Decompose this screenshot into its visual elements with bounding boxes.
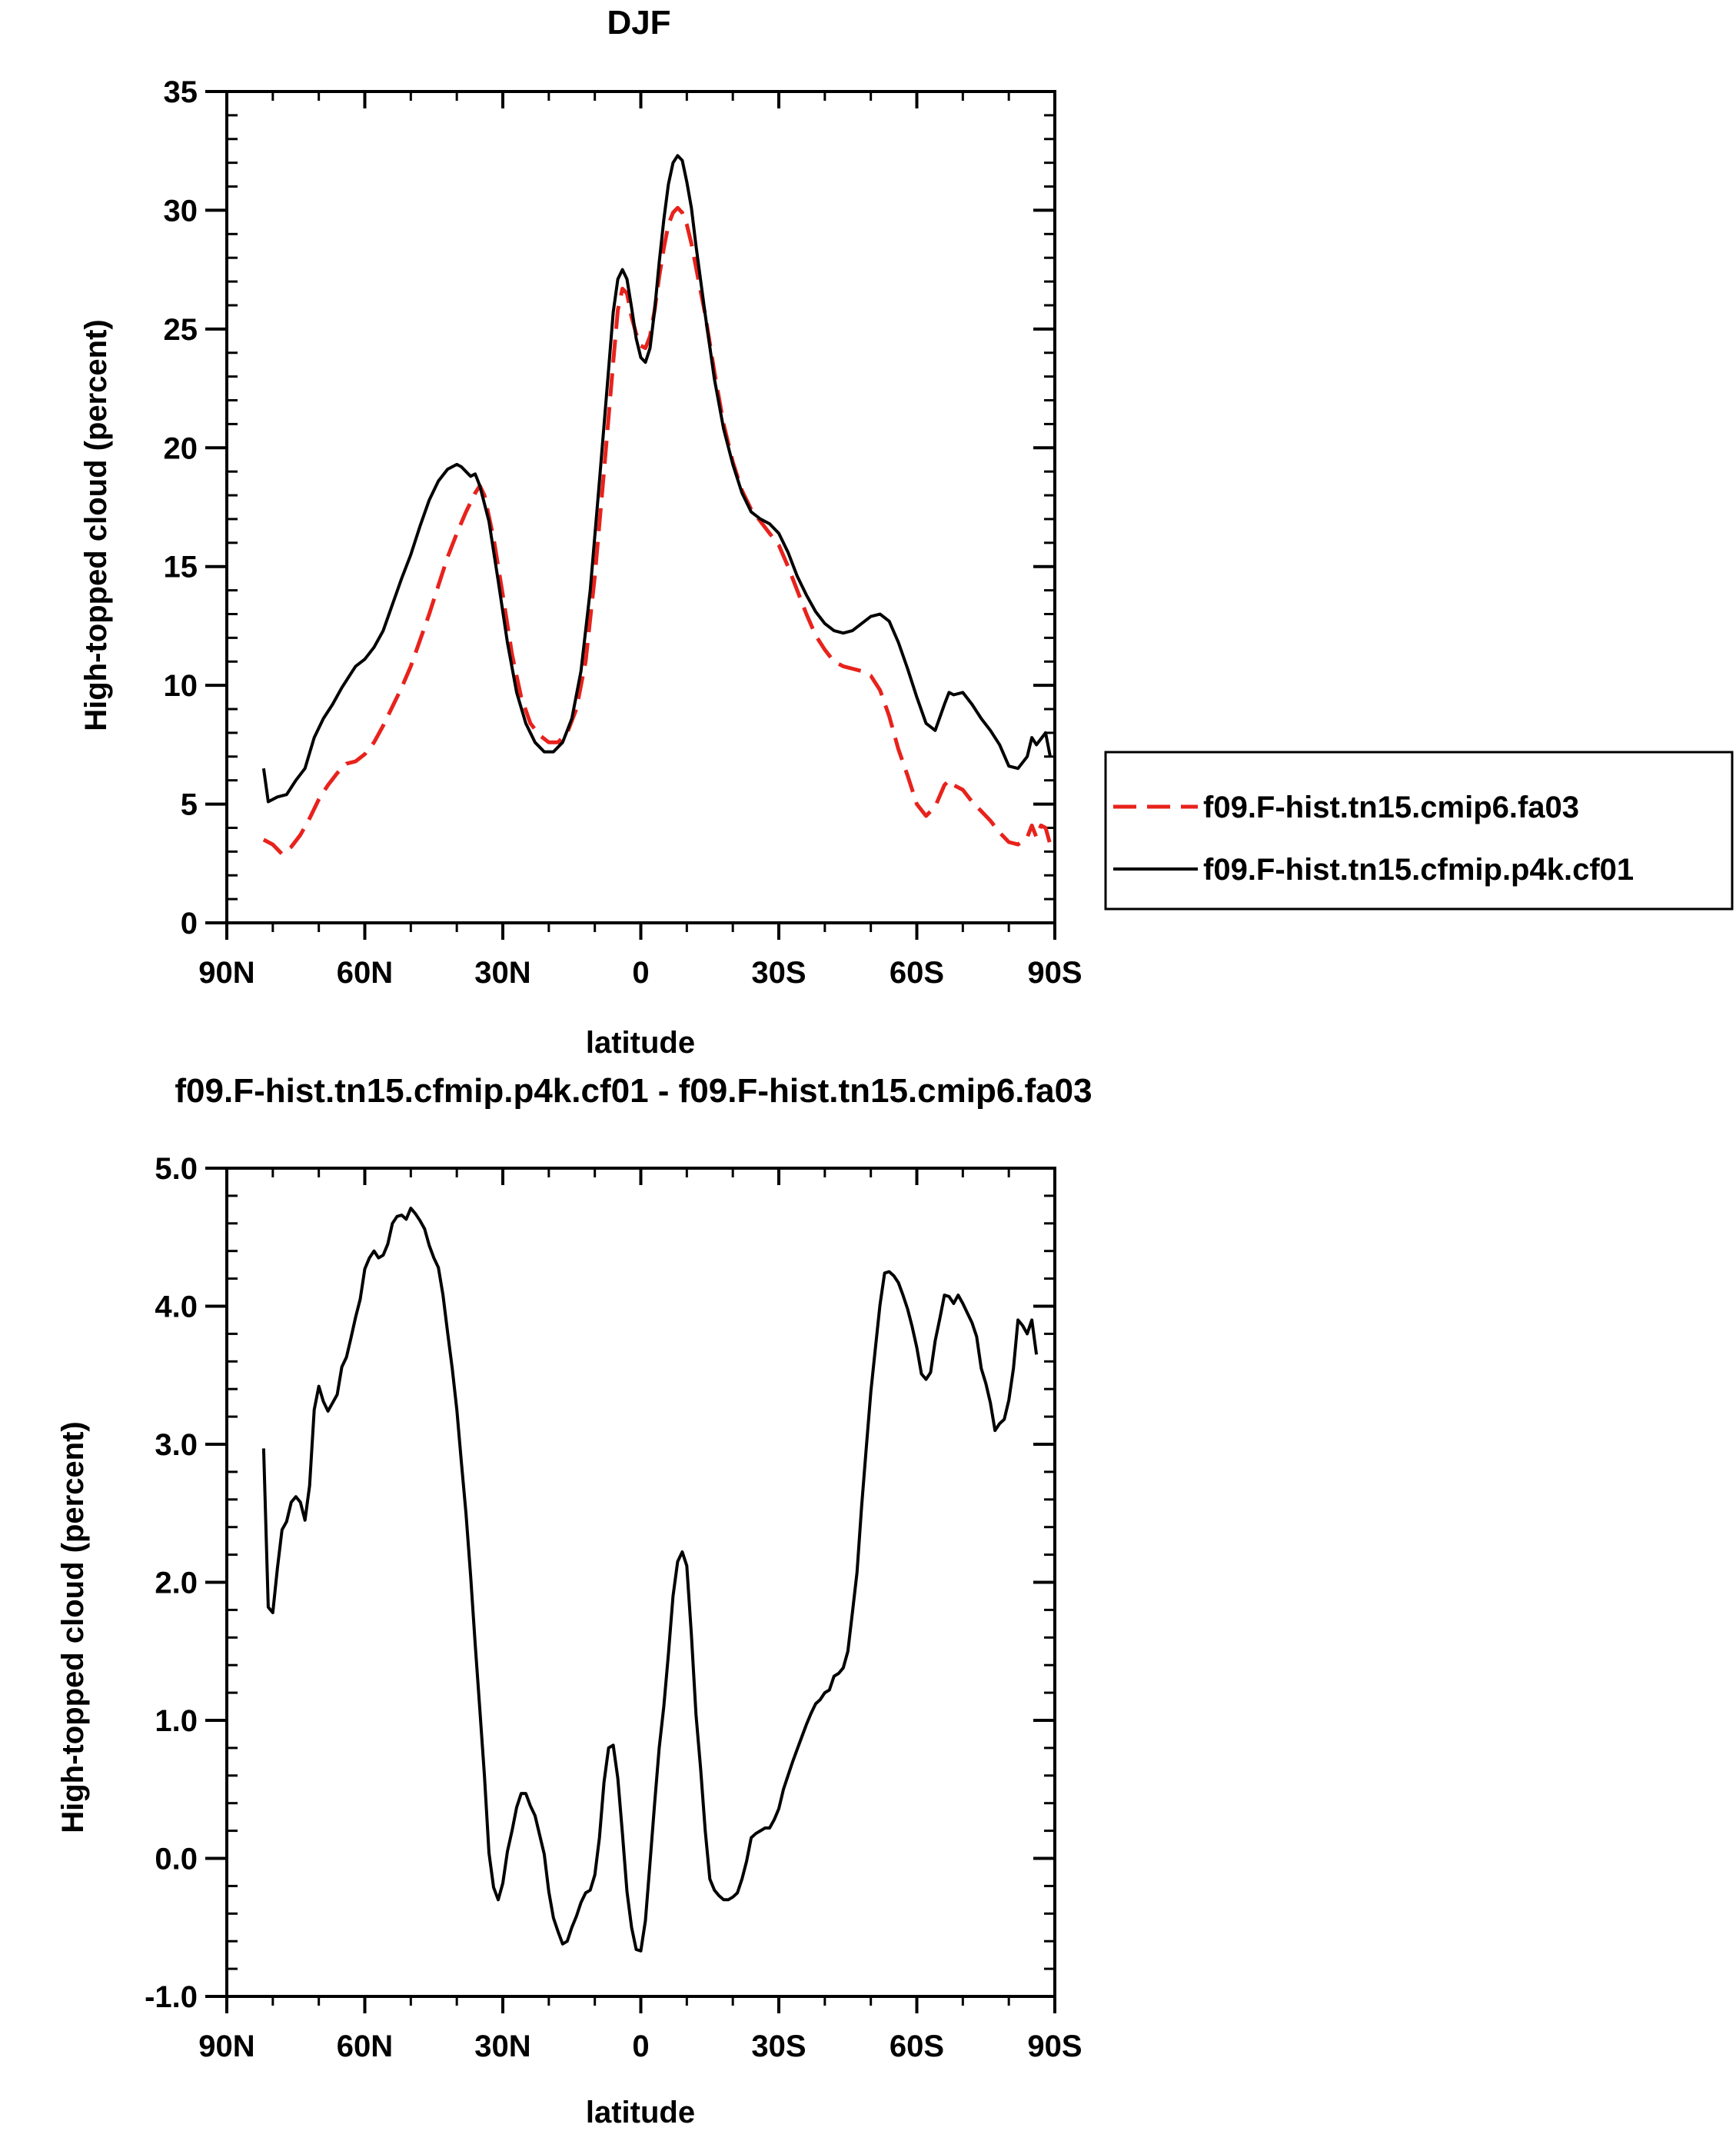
x-tick-label: 0 bbox=[632, 2029, 649, 2063]
legend-box bbox=[1104, 751, 1734, 911]
x-tick-label: 30N bbox=[474, 956, 530, 990]
series-line-cmip6 bbox=[262, 205, 1053, 856]
bottom-panel-plot-frame bbox=[225, 1167, 1056, 1998]
bottom-panel-series bbox=[261, 1207, 1039, 1953]
x-tick-label: 90N bbox=[198, 956, 254, 990]
y-tick-label: 5 bbox=[181, 788, 198, 822]
bottom-panel: f09.F-hist.tn15.cfmip.p4k.cf01 - f09.F-h… bbox=[56, 1072, 1092, 2129]
y-tick-label: 4.0 bbox=[155, 1290, 198, 1324]
top-panel-series bbox=[261, 154, 1053, 856]
top-panel: DJF High-topped cloud (percent) latitude… bbox=[79, 4, 1734, 1060]
y-tick-label: 0.0 bbox=[155, 1843, 198, 1876]
y-tick-label: 1.0 bbox=[155, 1704, 198, 1738]
y-tick-label: 20 bbox=[164, 431, 198, 465]
x-tick-label: 90S bbox=[1027, 2029, 1082, 2063]
legend-label-cmip6: f09.F-hist.tn15.cmip6.fa03 bbox=[1203, 791, 1579, 824]
legend-label-p4k: f09.F-hist.tn15.cfmip.p4k.cf01 bbox=[1203, 853, 1634, 887]
top-panel-xlabel: latitude bbox=[586, 1026, 695, 1060]
x-tick-label: 60N bbox=[337, 956, 393, 990]
x-tick-label: 60N bbox=[337, 2029, 393, 2063]
top-panel-ticks: 0 5 10 15 20 25 30 35 90N 60N 30N 0 30S 60S 90S bbox=[164, 75, 1083, 990]
x-tick-label: 30S bbox=[751, 2029, 806, 2063]
bottom-panel-ylabel: High-topped cloud (percent) bbox=[56, 1421, 90, 1833]
y-tick-label: 25 bbox=[164, 313, 198, 347]
x-tick-label: 0 bbox=[632, 956, 649, 990]
x-tick-label: 90S bbox=[1027, 956, 1082, 990]
top-panel-title: DJF bbox=[607, 4, 670, 42]
y-tick-label: 5.0 bbox=[155, 1152, 198, 1186]
x-tick-label: 60S bbox=[890, 956, 944, 990]
y-tick-label: -1.0 bbox=[145, 1980, 198, 2014]
bottom-panel-xlabel: latitude bbox=[586, 2096, 695, 2129]
legend: f09.F-hist.tn15.cmip6.fa03 f09.F-hist.tn… bbox=[1104, 751, 1734, 911]
y-tick-label: 2.0 bbox=[155, 1567, 198, 1600]
y-tick-label: 15 bbox=[164, 551, 198, 584]
top-panel-ylabel: High-topped cloud (percent) bbox=[79, 319, 113, 731]
x-tick-label: 90N bbox=[198, 2029, 254, 2063]
x-tick-label: 30S bbox=[751, 956, 806, 990]
y-tick-label: 3.0 bbox=[155, 1428, 198, 1462]
top-panel-plot-frame bbox=[225, 90, 1056, 924]
bottom-panel-title: f09.F-hist.tn15.cfmip.p4k.cf01 - f09.F-h… bbox=[175, 1072, 1092, 1110]
y-tick-label: 10 bbox=[164, 669, 198, 703]
y-tick-label: 30 bbox=[164, 194, 198, 228]
series-line-p4k bbox=[261, 154, 1052, 804]
y-tick-label: 0 bbox=[181, 907, 198, 941]
y-tick-label: 35 bbox=[164, 75, 198, 109]
x-tick-label: 60S bbox=[890, 2029, 944, 2063]
x-tick-label: 30N bbox=[474, 2029, 530, 2063]
bottom-panel-ticks: -1.0 0.0 1.0 2.0 3.0 4.0 5.0 90N 60N 30N 0 30S 60S 90… bbox=[145, 1152, 1083, 2063]
series-line-difference bbox=[261, 1207, 1039, 1953]
